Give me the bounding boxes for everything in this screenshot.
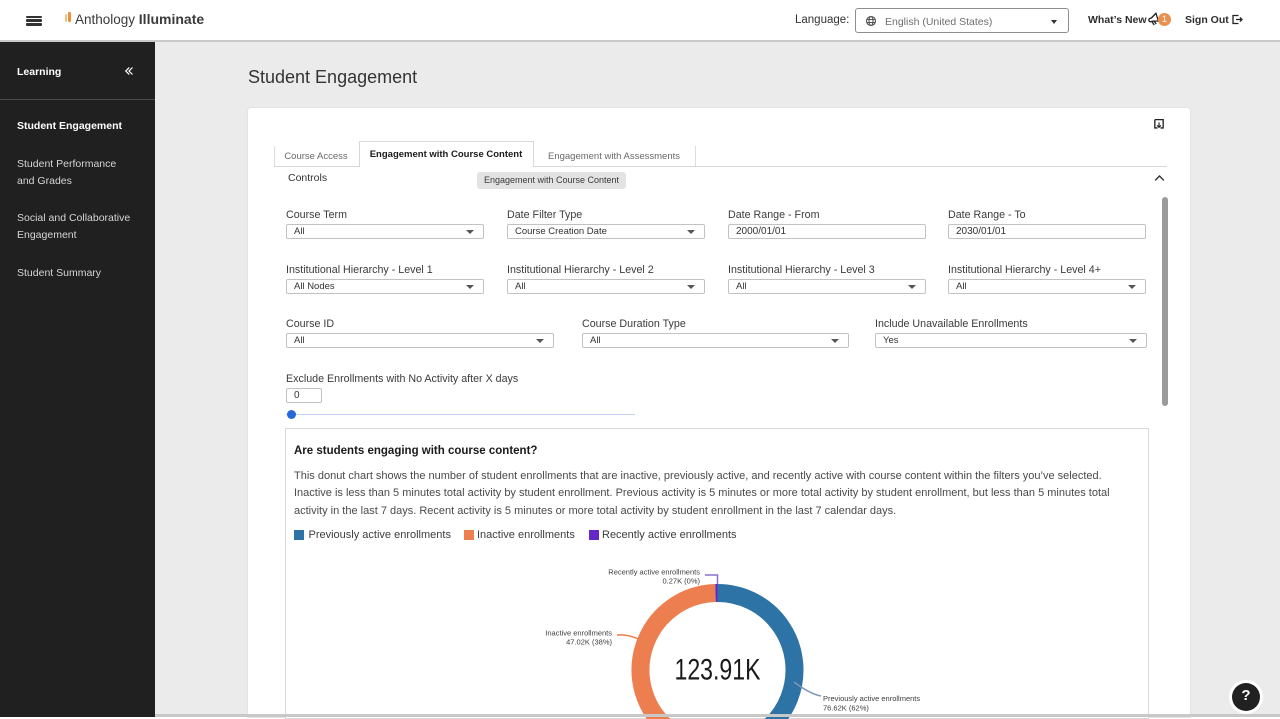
svg-text:Recently active enrollments: Recently active enrollments [608, 568, 700, 577]
svg-text:47.02K (38%): 47.02K (38%) [566, 638, 612, 647]
svg-text:0.27K (0%): 0.27K (0%) [662, 577, 700, 586]
svg-text:76.62K (62%): 76.62K (62%) [823, 704, 869, 713]
svg-text:Previously active enrollments: Previously active enrollments [823, 694, 920, 703]
svg-text:123.91K: 123.91K [675, 654, 761, 687]
svg-text:Inactive enrollments: Inactive enrollments [545, 629, 612, 638]
